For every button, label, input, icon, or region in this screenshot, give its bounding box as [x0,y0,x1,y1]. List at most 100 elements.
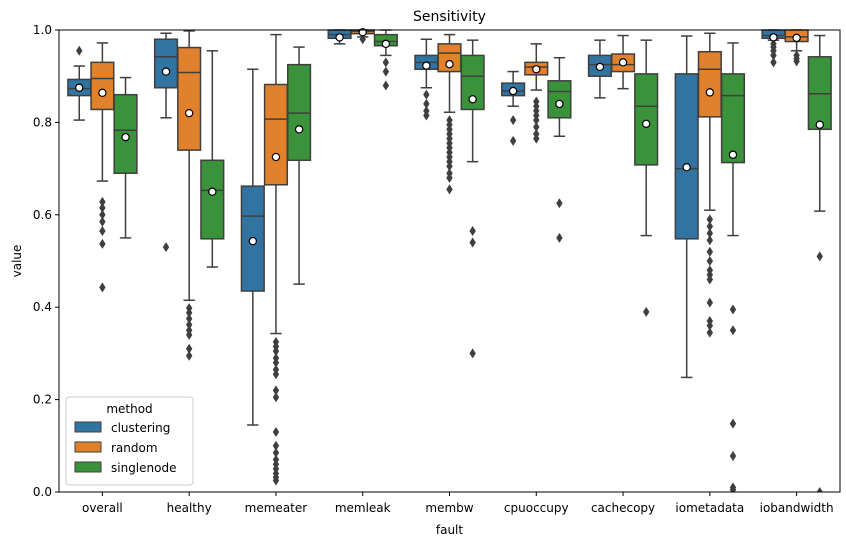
outlier-point [185,343,193,354]
box-random-cpuoccupy [524,43,549,144]
y-tick-label: 0.6 [33,208,52,222]
outlier-point [706,327,714,338]
outlier-point [185,319,193,330]
outlier-point [423,89,430,100]
x-tick-label: healthy [167,501,212,515]
outlier-point [272,426,280,437]
outlier-point [729,484,737,492]
outlier-point [770,50,777,61]
outlier-point [272,392,280,403]
mean-marker [792,33,801,43]
iqr-box [634,73,659,166]
outlier-point [359,34,366,45]
mean-marker [595,62,605,72]
box-clustering-memeater [240,68,265,426]
box-singlenode-membw [460,39,485,359]
box-singlenode-overall [113,76,138,239]
outlier-point [99,282,106,293]
box-clustering-healthy [153,32,179,253]
outlier-point [185,307,193,318]
outlier-point [469,225,476,236]
outlier-point [76,45,83,56]
box-random-memeater [263,33,289,486]
outlier-point [272,440,280,451]
outlier-point [99,216,106,227]
box-random-healthy [177,30,202,361]
outlier-point [556,198,563,209]
outlier-point [469,237,476,248]
axes: 0.0 0.2 0.4 0.6 0.8 1.0 overall healthy memeater… [33,23,841,515]
outlier-point [706,256,714,266]
mean-marker [98,88,107,98]
box-singlenode-memeater [286,46,312,285]
mean-marker [728,150,738,159]
outlier-point [706,228,714,239]
legend: method clustering random singlenode [65,396,194,486]
box-singlenode-iobandwidth [807,34,832,492]
outlier-point [382,57,390,68]
outlier-point [162,242,170,253]
outlier-point [185,329,193,340]
x-axis-label: fault [436,523,464,537]
x-tick-label: iobandwidth [760,501,834,515]
x-tick-label: cpuoccupy [504,501,569,515]
legend-swatch [74,421,102,433]
x-tick-label: memleak [335,501,391,515]
legend-entry-label: singlenode [111,461,176,475]
mean-marker [815,120,824,129]
legend-swatch [74,461,102,473]
legend-entry-label: clustering [111,421,170,435]
outlier-point [729,450,737,461]
iqr-box [177,46,202,151]
outlier-point [706,214,714,225]
mean-marker [358,28,367,37]
outlier-point [509,115,517,126]
iqr-box [263,83,289,186]
iqr-box [697,50,722,118]
mean-marker [121,132,130,142]
iqr-box [200,159,225,240]
outlier-point [423,98,430,109]
x-tick-label: iometadata [675,501,744,515]
legend-entry-label: random [111,441,158,455]
mean-marker [508,86,518,96]
iqr-box [547,80,572,119]
box-random-overall [90,42,115,293]
outlier-point [533,122,540,133]
plot-marks [67,28,832,492]
outlier-point [706,221,714,232]
y-tick-label: 0.2 [33,393,52,407]
legend-title: method [106,402,152,416]
outlier-point [729,304,737,315]
outlier-point [99,209,106,220]
iqr-box [674,73,699,240]
box-random-iometadata [697,32,722,338]
legend-swatch [74,441,102,453]
outlier-point [729,325,737,336]
y-tick-label: 0.0 [33,485,52,499]
mean-marker [682,163,691,172]
box-singlenode-cpuoccupy [547,56,572,243]
iqr-box [720,73,746,164]
x-tick-label: cachecopy [591,501,655,515]
box-random-iobandwidth [784,29,809,67]
outlier-point [770,57,777,68]
outlier-point [272,385,280,396]
mean-marker [705,88,715,97]
outlier-point [556,232,563,243]
x-tick-label: overall [82,501,123,515]
mean-marker [161,67,171,76]
box-clustering-cpuoccupy [501,70,526,146]
outlier-point [469,348,476,359]
chart-title: Sensitivity [413,9,486,25]
mean-marker [184,108,194,118]
mean-marker [468,95,477,104]
outlier-point [706,274,714,285]
plot-area [67,28,832,492]
mean-marker [532,65,541,74]
outlier-point [423,110,430,121]
box-singlenode-cachecopy [634,39,659,317]
box-singlenode-healthy [200,50,225,268]
mean-marker [641,119,651,128]
outlier-point [99,202,106,213]
